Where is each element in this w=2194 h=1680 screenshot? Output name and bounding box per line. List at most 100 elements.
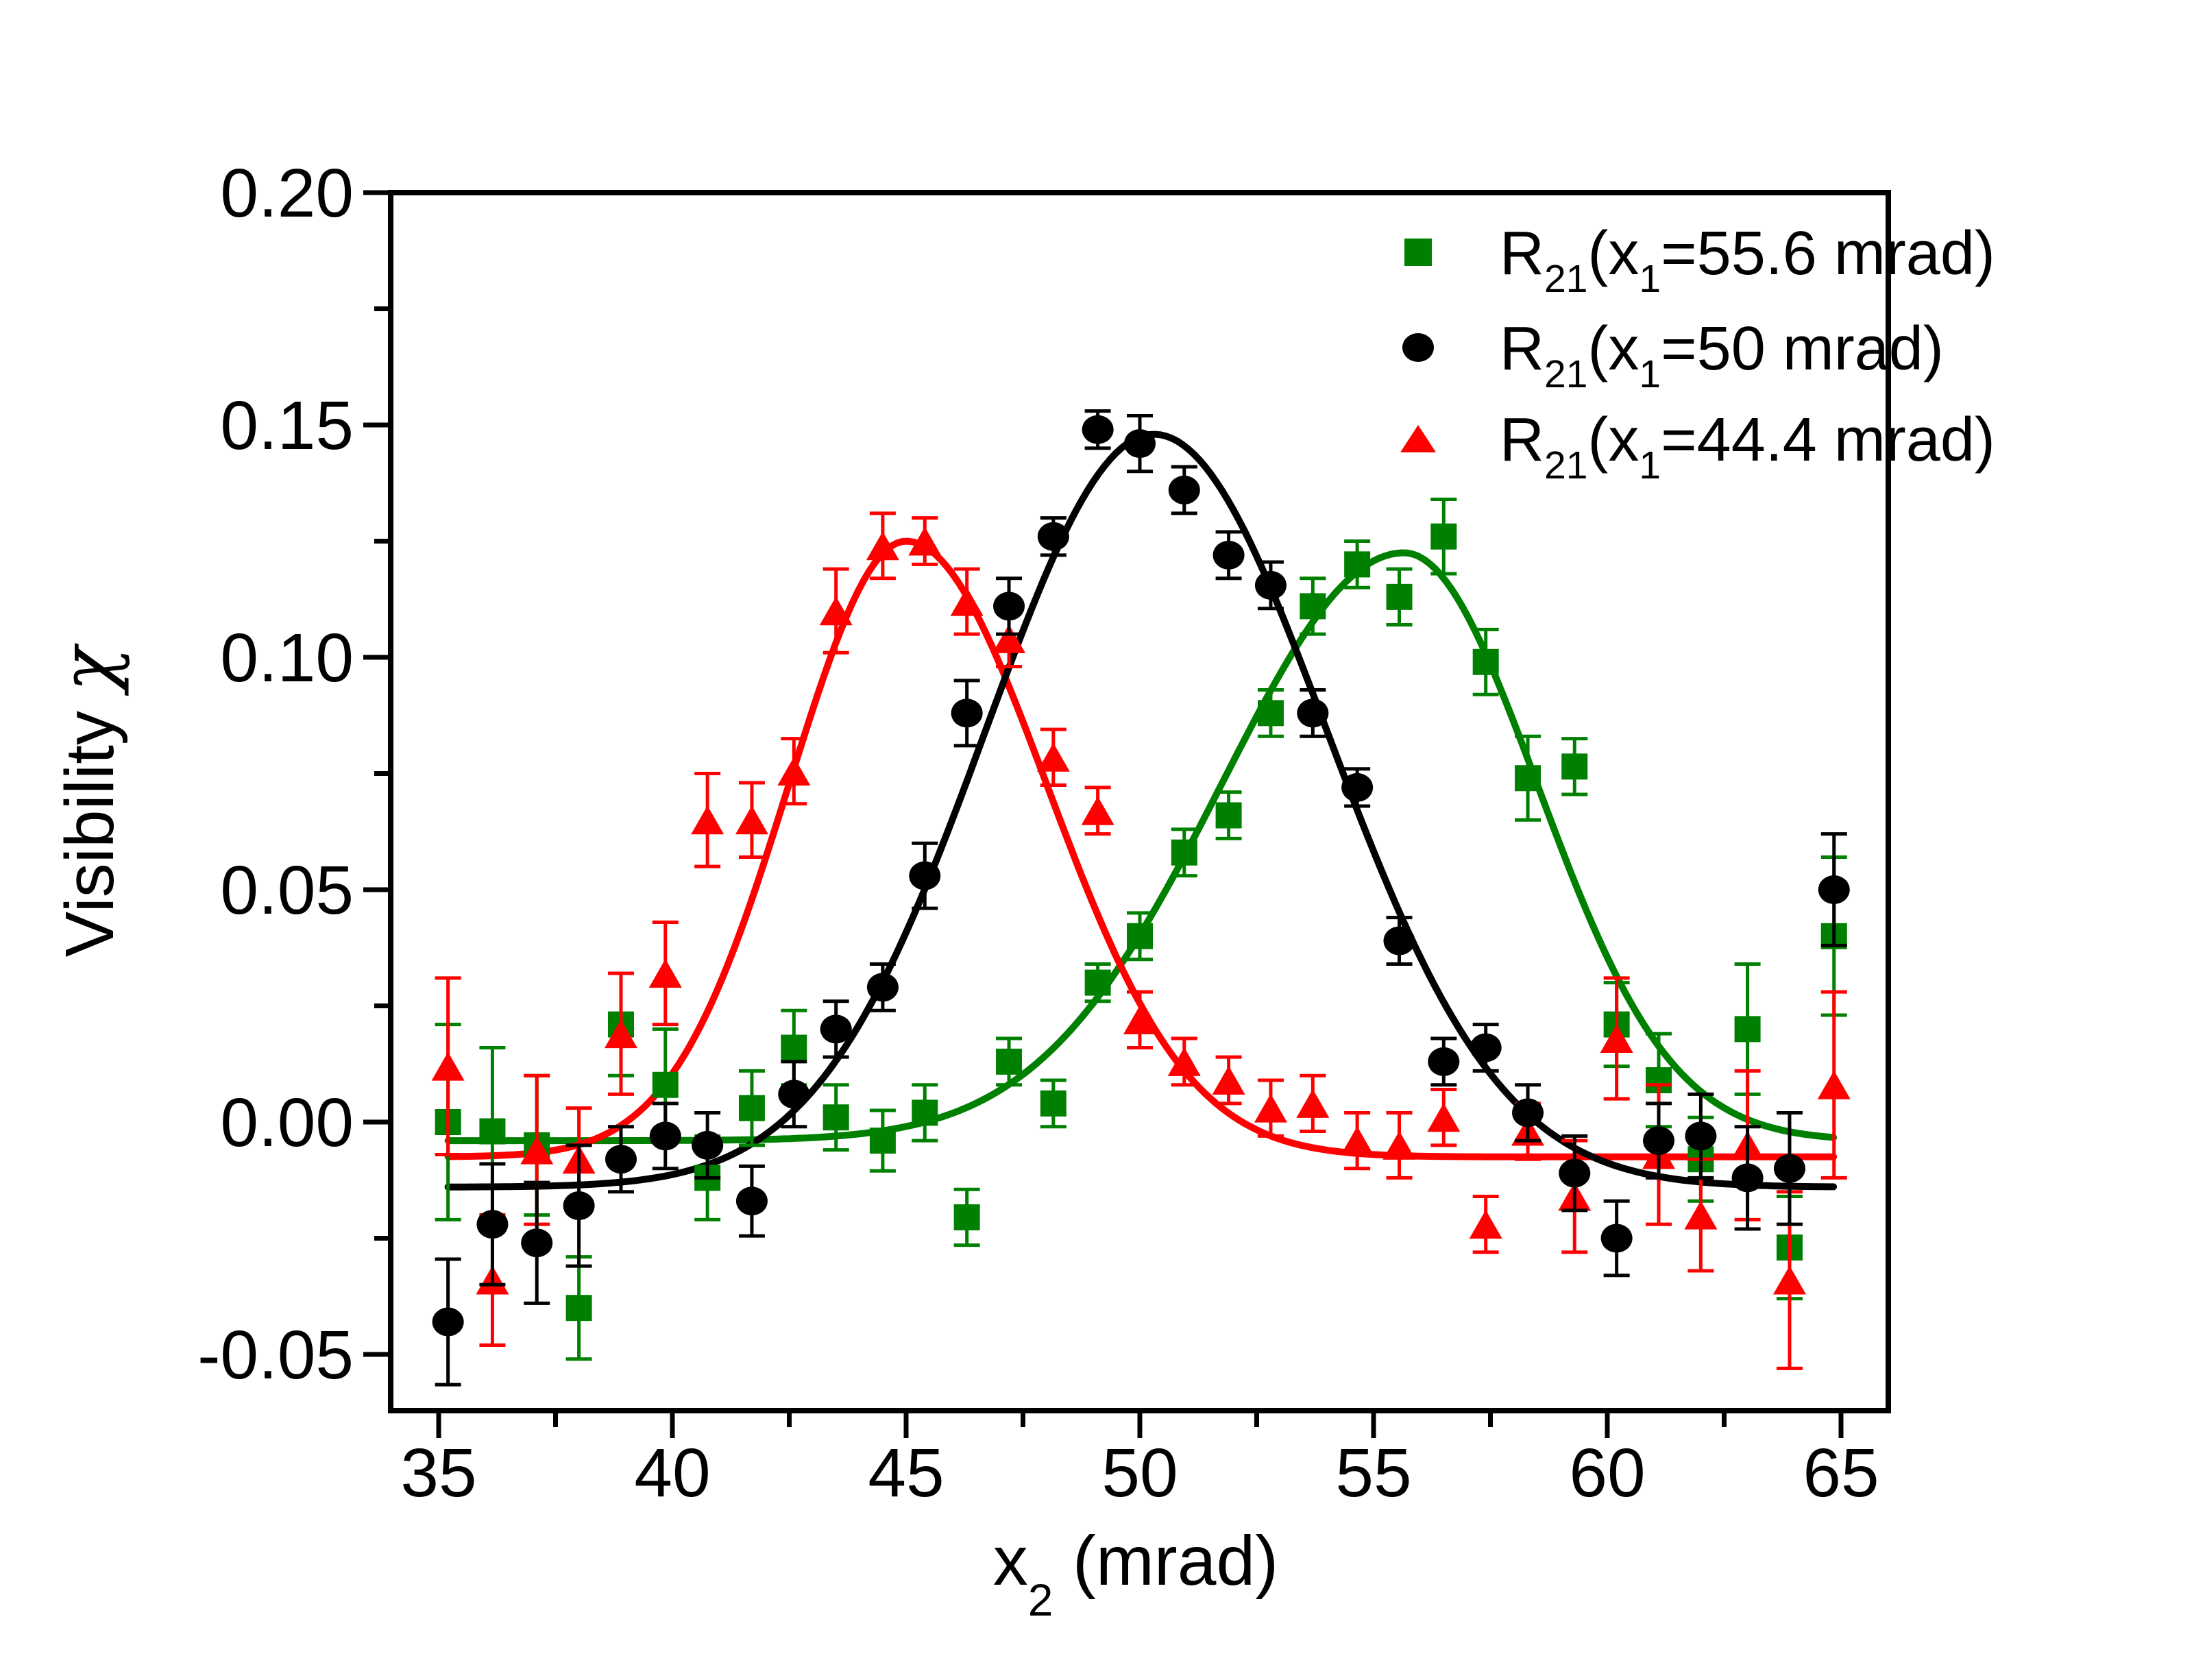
data-point-triangle: [1382, 1130, 1416, 1160]
y-tick-label: 0.00: [220, 1084, 354, 1161]
axis-ticks: [363, 190, 1844, 1438]
data-point-triangle: [1081, 796, 1114, 825]
data-point-triangle: [1123, 1005, 1156, 1034]
data-point-square: [1257, 700, 1284, 727]
data-point-square: [1300, 593, 1326, 620]
legend-marker-square: [1404, 239, 1432, 266]
series-R21-x1-50mrad: [432, 409, 1850, 1387]
fit-curve-R21-x1-44.4mrad: [444, 537, 1838, 1160]
x-tick-label: 50: [1101, 1435, 1178, 1511]
data-point-triangle: [1036, 742, 1070, 772]
data-point-circle: [563, 1191, 595, 1221]
legend-entry-R21-x1-44.4mrad: R21(x1=44.4 mrad): [1400, 406, 1995, 487]
data-point-square: [953, 1204, 980, 1230]
data-point-square: [479, 1118, 506, 1145]
data-point-square: [1084, 969, 1111, 996]
data-point-square: [738, 1095, 765, 1121]
data-point-triangle: [1296, 1088, 1330, 1118]
data-point-square: [869, 1128, 896, 1154]
data-point-square: [781, 1034, 807, 1061]
x-tick-label: 60: [1569, 1435, 1645, 1511]
y-tick-label: 0.15: [220, 387, 354, 464]
x-axis-title: x2 (mrad): [993, 1522, 1278, 1625]
data-series: [431, 409, 1851, 1387]
data-point-circle: [1037, 522, 1069, 551]
data-point-triangle: [908, 526, 942, 556]
legend-label: R21(x1=44.4 mrad): [1500, 406, 1995, 487]
data-point-square: [1472, 648, 1499, 675]
data-point-circle: [649, 1121, 681, 1151]
legend-marker-circle: [1402, 333, 1434, 362]
legend-label: R21(x1=55.6 mrad): [1500, 219, 1995, 301]
data-point-circle: [1470, 1033, 1502, 1062]
data-point-triangle: [1469, 1210, 1502, 1239]
data-point-circle: [521, 1228, 553, 1258]
data-point-square: [1561, 753, 1588, 780]
x-tick-label: 45: [868, 1435, 944, 1511]
data-point-square: [1215, 802, 1242, 829]
data-point-triangle: [1427, 1103, 1461, 1132]
data-point-circle: [1559, 1158, 1591, 1188]
series-R21-x1-55.6mrad: [435, 497, 1847, 1361]
legend-entry-R21-x1-55.6mrad: R21(x1=55.6 mrad): [1404, 219, 1995, 301]
data-point-circle: [1818, 875, 1850, 904]
data-point-triangle: [1600, 1023, 1633, 1053]
y-tick-label: 0.20: [220, 155, 354, 232]
data-point-circle: [1168, 475, 1200, 504]
data-point-circle: [432, 1307, 464, 1337]
data-point-triangle: [735, 805, 768, 835]
data-point-triangle: [819, 596, 853, 626]
data-point-circle: [820, 1014, 852, 1044]
data-point-square: [1515, 765, 1541, 792]
data-point-square: [996, 1048, 1023, 1075]
data-point-circle: [1428, 1047, 1460, 1076]
data-point-triangle: [992, 624, 1026, 653]
data-point-triangle: [1817, 1070, 1851, 1099]
y-tick-label: 0.10: [220, 620, 354, 696]
data-point-square: [1386, 583, 1413, 610]
legend-entry-R21-x1-50mrad: R21(x1=50 mrad): [1402, 315, 1944, 396]
data-point-square: [565, 1295, 592, 1322]
data-point-circle: [1212, 540, 1245, 570]
y-tick-label: 0.05: [220, 852, 354, 929]
data-point-square: [1344, 551, 1371, 578]
data-point-circle: [993, 592, 1025, 621]
data-point-square: [1171, 839, 1197, 866]
data-point-triangle: [691, 805, 724, 835]
data-point-circle: [692, 1130, 724, 1160]
axis-titles: x2 (mrad) Visibility χ: [45, 643, 1278, 1625]
data-point-circle: [605, 1145, 637, 1174]
data-point-triangle: [520, 1135, 554, 1165]
data-point-triangle: [777, 757, 811, 786]
data-point-circle: [1600, 1224, 1633, 1253]
data-point-triangle: [1254, 1093, 1287, 1123]
data-point-square: [1734, 1016, 1761, 1043]
data-point-circle: [909, 861, 941, 890]
data-point-circle: [1254, 570, 1287, 600]
x-tick-label: 40: [634, 1435, 710, 1511]
data-point-triangle: [1341, 1126, 1374, 1156]
data-point-circle: [1124, 429, 1156, 459]
data-point-circle: [1685, 1121, 1717, 1151]
data-point-square: [1127, 923, 1153, 949]
legend: R21(x1=55.6 mrad) R21(x1=50 mrad) R21(x1=4…: [1400, 219, 1995, 487]
data-point-square: [652, 1071, 679, 1098]
x-tick-label: 35: [400, 1435, 476, 1511]
data-point-triangle: [1684, 1200, 1718, 1230]
data-point-circle: [1773, 1154, 1805, 1183]
data-point-circle: [866, 973, 899, 1002]
data-point-circle: [1383, 926, 1415, 955]
data-point-square: [822, 1104, 849, 1131]
x-tick-label: 65: [1803, 1435, 1879, 1511]
data-point-triangle: [1772, 1265, 1806, 1295]
data-point-square: [1040, 1090, 1066, 1117]
data-point-circle: [1082, 415, 1114, 444]
legend-marker-triangle: [1400, 425, 1436, 452]
data-point-triangle: [866, 531, 899, 561]
data-point-circle: [476, 1210, 509, 1239]
y-axis-title: Visibility χ: [45, 643, 131, 957]
data-point-triangle: [1167, 1047, 1201, 1076]
legend-label: R21(x1=50 mrad): [1500, 315, 1944, 396]
